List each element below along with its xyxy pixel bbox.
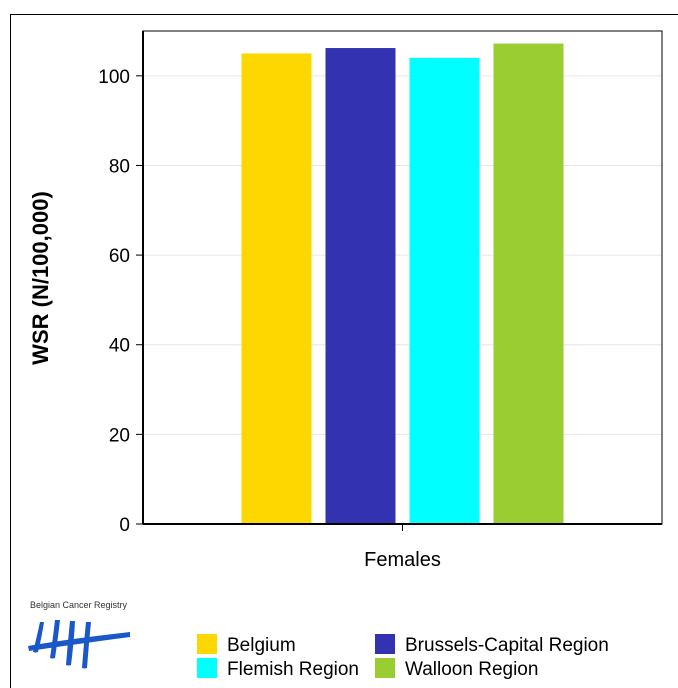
plot-border (142, 30, 663, 525)
legend-swatch (197, 634, 217, 654)
y-tick-label: 40 (109, 336, 130, 357)
y-axis-label: WSR (N/100,000) (28, 191, 53, 365)
legend-label: Walloon Region (405, 659, 538, 680)
y-tick-label: 100 (98, 67, 130, 88)
bars (241, 43, 564, 525)
y-tick-label: 0 (119, 515, 130, 536)
bar-flemish-region (409, 57, 480, 525)
y-tick-label: 20 (109, 425, 130, 446)
legend-swatch (375, 634, 395, 654)
x-category-labels: Females (364, 524, 441, 571)
belgian-cancer-registry-logo: Belgian Cancer Registry (28, 600, 130, 669)
bar-brussels-capital-region (325, 48, 396, 524)
legend-label: Brussels-Capital Region (405, 635, 609, 656)
grid-lines (143, 75, 662, 435)
y-tick-label: 60 (109, 246, 130, 267)
tally-marks-icon (28, 620, 130, 669)
x-category-label: Females (364, 549, 441, 571)
bar-belgium (241, 53, 312, 525)
y-tick-label: 80 (109, 156, 130, 177)
legend: Belgium Brussels-Capital Region Flemish Re… (197, 634, 609, 680)
bar-walloon-region (493, 43, 564, 524)
legend-label: Belgium (227, 635, 296, 656)
legend-swatch (375, 658, 395, 678)
chart-frame (10, 14, 678, 688)
y-ticks: 0 20 40 60 80 100 (98, 67, 143, 536)
legend-swatch (197, 658, 217, 678)
legend-label: Flemish Region (227, 659, 359, 680)
logo-text: Belgian Cancer Registry (30, 600, 128, 610)
axes (142, 30, 663, 525)
